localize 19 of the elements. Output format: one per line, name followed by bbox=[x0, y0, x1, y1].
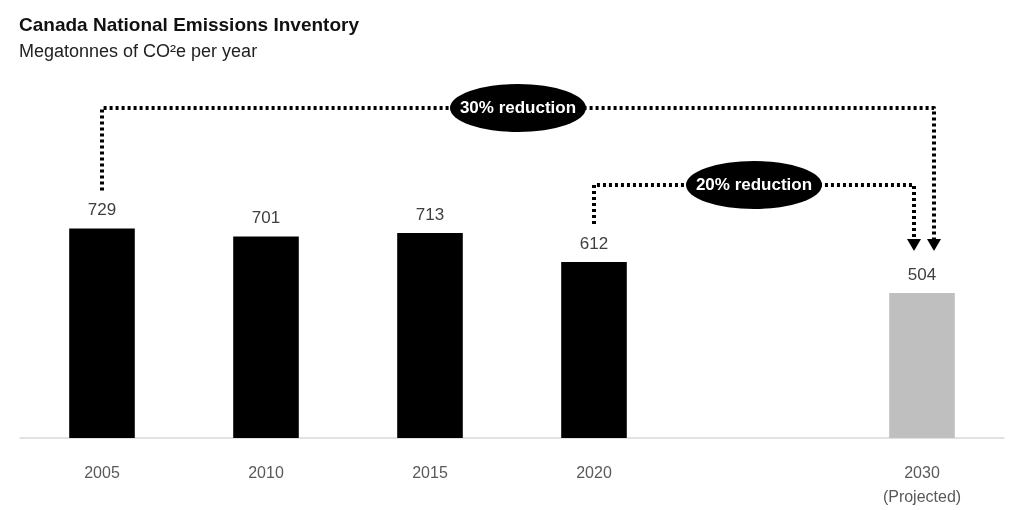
bar bbox=[889, 293, 955, 438]
x-tick-label: 2020 bbox=[576, 463, 612, 481]
data-label: 713 bbox=[415, 205, 445, 225]
bar bbox=[561, 262, 627, 438]
text: 30% reduction bbox=[450, 84, 586, 132]
text: 20% reduction bbox=[686, 161, 822, 209]
x-tick-label: 2030 (Projected) bbox=[882, 463, 962, 505]
bar bbox=[69, 228, 135, 438]
x-tick-label: 2010 bbox=[248, 463, 284, 481]
chart-subtitle: Megatonnes of CO²e per year bbox=[19, 41, 258, 61]
x-tick-label: 2005 bbox=[84, 463, 120, 481]
bar bbox=[233, 236, 299, 438]
data-label: 612 bbox=[579, 234, 609, 254]
data-label: 729 bbox=[87, 200, 117, 220]
data-label: 504 bbox=[907, 265, 937, 285]
data-label: 701 bbox=[251, 208, 281, 228]
x-tick-label: 2015 bbox=[412, 463, 448, 481]
chart-title: Canada National Emissions Inventory bbox=[19, 14, 360, 35]
bar bbox=[397, 233, 463, 438]
